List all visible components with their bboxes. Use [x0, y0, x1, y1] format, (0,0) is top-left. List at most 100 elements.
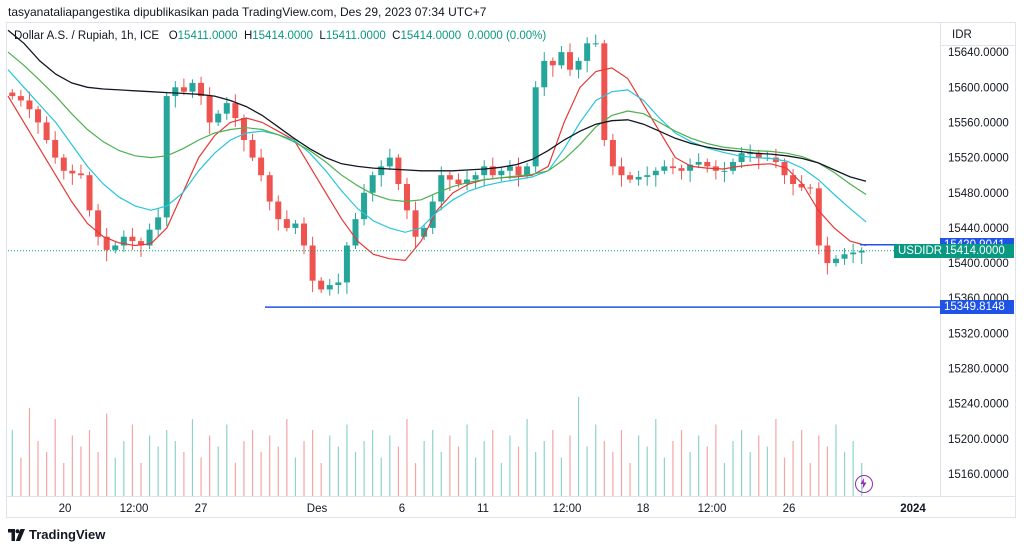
- volume-bar: [672, 441, 674, 496]
- candle-body: [807, 187, 814, 189]
- candle-body: [326, 285, 333, 290]
- volume-bar: [543, 441, 545, 496]
- candle-body: [137, 241, 144, 246]
- volume-bar: [801, 430, 803, 496]
- moving-averages: [7, 29, 867, 262]
- candle-body: [301, 223, 308, 246]
- chart-frame: [6, 22, 1016, 518]
- price-axis[interactable]: 15160.0000 15200.0000 15240.0000 15280.0000…: [948, 47, 1009, 481]
- candle-body: [378, 166, 385, 176]
- price-tick-label: 15560.0000: [948, 117, 1009, 129]
- candle-body: [575, 60, 582, 70]
- volume-bar: [749, 452, 751, 496]
- candle-body: [506, 166, 513, 171]
- candle-body: [429, 201, 436, 228]
- volume-bar: [303, 441, 305, 496]
- candle-body: [472, 175, 479, 180]
- volume-bar: [269, 435, 271, 496]
- volume-bar: [723, 463, 726, 496]
- candle-body: [155, 217, 162, 230]
- time-tick-label: Des: [307, 503, 328, 515]
- ma-line-ema_slow: [7, 51, 867, 203]
- volume-bar: [586, 446, 588, 496]
- volume-bar: [818, 435, 820, 496]
- volume-bar: [183, 452, 185, 496]
- candle-body: [103, 236, 110, 250]
- volume-bar: [852, 441, 854, 496]
- price-axis-border: [940, 22, 941, 496]
- time-tick-label: 27: [195, 503, 208, 515]
- candle-body: [815, 188, 822, 246]
- time-axis[interactable]: 20 12:00 27 Des 6 11 12:00 18 12:00 26 2024: [59, 503, 927, 515]
- candle-body: [52, 140, 59, 158]
- volume-bar: [174, 441, 176, 496]
- volume-bar: [655, 419, 657, 496]
- volume-bar: [715, 424, 717, 496]
- volume-bar: [11, 430, 13, 496]
- candle-body: [275, 201, 282, 220]
- volume-bar: [500, 463, 502, 496]
- candle-body: [438, 175, 445, 202]
- candle-body: [584, 43, 591, 61]
- volume-bar: [809, 463, 811, 496]
- candle-body: [198, 82, 205, 97]
- volume-bar: [37, 441, 39, 496]
- volume-bar: [80, 446, 82, 496]
- volume-bar: [243, 441, 245, 496]
- volume-bar: [397, 446, 399, 496]
- candle-body: [403, 183, 410, 211]
- volume-bar: [166, 430, 168, 496]
- candle-body: [249, 140, 256, 158]
- legend-l-value: 15411.0000: [325, 30, 386, 42]
- volume-bar: [552, 430, 554, 496]
- volume-bar: [440, 452, 442, 496]
- candle-body: [352, 219, 359, 246]
- volume-bar: [20, 457, 22, 496]
- volume-bar: [251, 430, 254, 496]
- volume-bar: [406, 419, 408, 496]
- candle-body: [112, 245, 119, 250]
- candle-body: [747, 153, 754, 155]
- candle-body: [532, 87, 539, 167]
- volume-bar: [629, 463, 631, 496]
- time-tick-label: 6: [399, 503, 405, 515]
- candle-body: [421, 227, 428, 237]
- candle-body: [755, 153, 762, 158]
- candle-body: [481, 166, 488, 176]
- volume-bar: [483, 441, 485, 496]
- volume-bar: [492, 430, 494, 496]
- volume-bar: [346, 424, 348, 496]
- volume-bar: [200, 457, 202, 496]
- volume-bar: [457, 446, 460, 496]
- volume-bar: [612, 452, 614, 496]
- volume-bar: [191, 419, 194, 496]
- candle-body: [215, 113, 222, 123]
- volume-bar: [329, 435, 331, 496]
- candle-body: [609, 140, 616, 167]
- legend-change: 0.0000 (0.00%): [467, 30, 547, 42]
- candle-body: [455, 179, 462, 184]
- volume-bar: [577, 397, 580, 496]
- legend-symbol[interactable]: Dollar A.S. / Rupiah, 1h, ICE: [14, 30, 160, 42]
- price-tick-label: 15320.0000: [948, 328, 1009, 340]
- price-tick-label: 15600.0000: [948, 82, 1009, 94]
- volume-bar: [389, 435, 391, 496]
- volume-bar: [620, 430, 623, 496]
- volume-bar: [449, 435, 451, 496]
- volume-bar: [157, 446, 159, 496]
- candle-body: [43, 122, 50, 141]
- candle-body: [687, 164, 694, 171]
- volume-bar: [294, 457, 297, 496]
- publisher-line: tasyanataliapangestika dipublikasikan pa…: [8, 5, 487, 19]
- tradingview-brand: TradingView: [29, 526, 106, 542]
- candle-body: [266, 175, 273, 202]
- candle-body: [738, 153, 745, 162]
- currency-selector[interactable]: IDR: [940, 24, 1016, 46]
- volume-bar: [260, 452, 262, 496]
- price-tick-label: 15160.0000: [948, 469, 1009, 481]
- candle-body: [26, 100, 33, 110]
- candle-body: [798, 183, 805, 188]
- flash-icon[interactable]: [855, 475, 873, 493]
- volume-bar: [363, 441, 365, 496]
